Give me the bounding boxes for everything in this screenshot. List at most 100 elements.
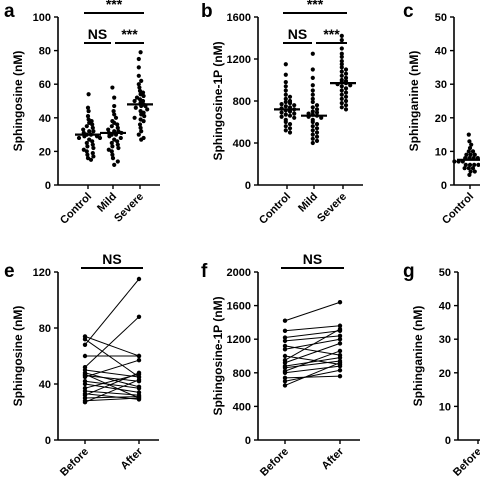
data-point (343, 107, 349, 112)
data-point (97, 135, 103, 141)
data-point (282, 375, 288, 381)
data-point (136, 377, 142, 382)
data-point (110, 156, 116, 161)
panel-f-label: f (201, 261, 208, 282)
data-point (145, 107, 150, 112)
x-tick-label: Before (258, 446, 291, 479)
data-point (310, 109, 315, 114)
data-point (310, 67, 315, 72)
panel-e-ylabel: Sphingosine (nM) (11, 306, 25, 407)
data-point (107, 134, 112, 139)
data-point (115, 139, 120, 144)
data-point (466, 166, 471, 171)
data-point (314, 134, 320, 139)
data-point (106, 127, 111, 132)
y-tick-label: 1600 (227, 301, 251, 313)
data-point (279, 114, 284, 119)
data-point (339, 62, 344, 67)
pair-line (284, 335, 341, 342)
data-point (138, 125, 143, 130)
panel-e-label: e (4, 261, 15, 282)
data-point (91, 129, 96, 134)
data-point (84, 140, 89, 146)
data-point (310, 119, 315, 125)
data-point (339, 88, 344, 93)
data-point (136, 56, 141, 62)
data-point (343, 94, 349, 99)
data-point (339, 59, 344, 64)
data-point (282, 335, 288, 340)
significance-label: NS (288, 26, 307, 42)
data-point (310, 88, 315, 93)
y-tick-label: 0 (245, 180, 251, 192)
data-point (90, 142, 95, 147)
y-tick-label: 1200 (227, 334, 251, 346)
x-tick-label: After (118, 445, 145, 472)
data-point (282, 328, 288, 333)
data-point (339, 73, 344, 78)
panel-e: e Sphingosine (nM) 0 40 80 120 Before After NS (4, 251, 159, 479)
panel-c: c Sphinganine (nM) 0 10 20 30 40 50 Control (403, 1, 480, 227)
data-point (132, 115, 137, 120)
panel-b-ylabel: Sphingosine-1P (nM) (211, 41, 225, 160)
y-tick-label: 50 (439, 267, 451, 279)
data-point (467, 172, 472, 178)
y-tick-label: 800 (233, 368, 251, 380)
panel-g-ylabel: Sphinganine (nM) (411, 306, 425, 407)
data-point (91, 145, 96, 151)
y-tick-label: 60 (39, 79, 51, 91)
data-point (339, 96, 344, 101)
data-point (468, 169, 473, 174)
data-point (282, 370, 288, 375)
data-point (137, 85, 142, 90)
pair-line (84, 396, 140, 399)
pair-line (284, 325, 341, 332)
data-point (283, 99, 288, 105)
data-point (283, 72, 288, 77)
data-point (310, 83, 315, 88)
panel-b-label: b (201, 1, 213, 22)
panel-g: g Sphinganine (nM) 0 10 20 30 40 50 Before (403, 261, 480, 479)
data-point (470, 166, 476, 171)
data-point (136, 358, 142, 363)
pair-line (284, 360, 341, 369)
pair-line (284, 365, 341, 374)
significance-label: NS (102, 251, 121, 267)
data-point (116, 145, 121, 151)
panel-f: f Sphingosine-1P (nM) 0 400 800 1200 1600 200… (201, 251, 360, 479)
data-point (279, 110, 284, 115)
significance-label: *** (106, 0, 123, 12)
data-point (476, 162, 480, 167)
pair-line (84, 372, 140, 396)
y-tick-label: 10 (439, 401, 451, 413)
data-point (339, 69, 344, 74)
data-point (287, 113, 293, 118)
significance-label: *** (323, 26, 340, 42)
data-point (339, 51, 344, 56)
data-point (470, 149, 476, 154)
data-point (292, 103, 297, 108)
data-point (136, 82, 141, 87)
data-point (282, 365, 288, 370)
data-point (136, 276, 142, 282)
y-tick-label: 800 (233, 96, 251, 108)
y-tick-label: 20 (39, 146, 51, 158)
data-point (283, 92, 288, 97)
y-tick-label: 1600 (227, 12, 251, 24)
data-point (467, 139, 472, 144)
data-point (282, 379, 288, 384)
data-point (85, 144, 90, 149)
data-point (314, 126, 320, 131)
y-tick-label: 20 (439, 368, 451, 380)
data-point (84, 149, 89, 154)
data-point (115, 159, 120, 164)
data-point (337, 348, 343, 354)
y-tick-label: 0 (441, 180, 447, 192)
data-point (464, 152, 469, 157)
data-point (310, 99, 315, 105)
y-tick-label: 400 (233, 138, 251, 150)
data-point (310, 124, 315, 129)
data-point (115, 142, 120, 147)
data-point (472, 162, 477, 167)
